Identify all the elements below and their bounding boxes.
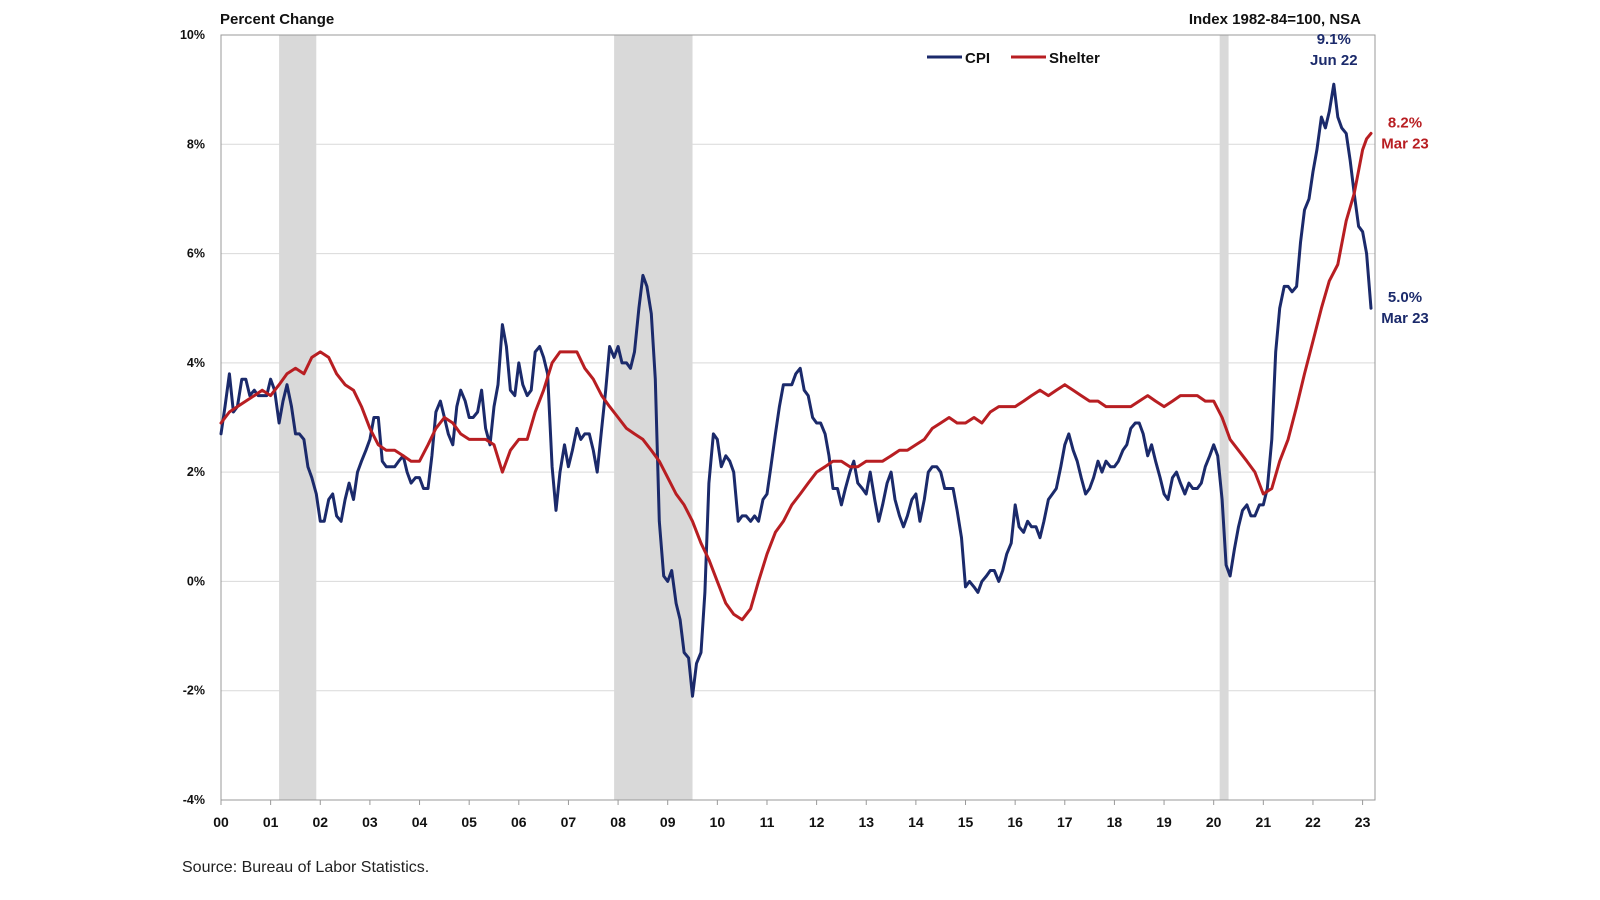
gridlines: [221, 34, 1375, 692]
series-line-shelter: [219, 131, 1373, 622]
x-tick-label: 03: [362, 814, 378, 830]
legend-label-shelter: Shelter: [1049, 50, 1100, 67]
y-axis-title: Percent Change: [220, 11, 334, 28]
annotation-label: Jun 22: [1310, 52, 1358, 69]
annotation-label: Mar 23: [1381, 310, 1429, 327]
series-lines: [219, 82, 1373, 698]
x-tick-label: 05: [461, 814, 477, 830]
x-tick-label: 01: [263, 814, 279, 830]
x-tick-label: 19: [1156, 814, 1172, 830]
x-tick-label: 12: [809, 814, 825, 830]
x-tick-label: 10: [710, 814, 726, 830]
x-tick-label: 17: [1057, 814, 1073, 830]
y-tick-label: 0%: [187, 574, 205, 588]
annotation-label: 5.0%: [1388, 289, 1422, 306]
y-tick-label: -2%: [183, 684, 205, 698]
x-tick-label: 21: [1256, 814, 1272, 830]
axes: [220, 34, 1376, 805]
recession-band: [279, 35, 317, 800]
recession-bands: [279, 35, 1229, 800]
x-tick-label: 14: [908, 814, 924, 830]
x-tick-label: 23: [1355, 814, 1371, 830]
source-note: Source: Bureau of Labor Statistics.: [182, 859, 429, 876]
annotation-label: Mar 23: [1381, 135, 1429, 152]
x-tick-label: 18: [1107, 814, 1123, 830]
y-tick-label: 6%: [187, 247, 205, 261]
x-tick-label: 15: [958, 814, 974, 830]
tick-labels: -4% -2% 0% 2% 4% 6% 8% 10% 00 01 02 03 04 05 06 07 08 09 1…: [180, 28, 1371, 830]
x-tick-label: 06: [511, 814, 527, 830]
index-note: Index 1982-84=100, NSA: [1189, 11, 1361, 28]
x-tick-label: 07: [561, 814, 577, 830]
y-tick-label: 4%: [187, 356, 205, 370]
annotation-label: 9.1%: [1317, 31, 1351, 48]
x-tick-label: 04: [412, 814, 428, 830]
y-tick-label: 8%: [187, 137, 205, 151]
x-tick-label: 16: [1007, 814, 1023, 830]
x-tick-label: 20: [1206, 814, 1222, 830]
x-tick-label: 09: [660, 814, 676, 830]
legend: CPI Shelter: [927, 50, 1100, 67]
annotation-label: 8.2%: [1388, 114, 1422, 131]
x-tick-label: 13: [858, 814, 874, 830]
y-tick-label: 10%: [180, 28, 205, 42]
x-tick-label: 02: [312, 814, 328, 830]
annotations: 9.1% Jun 22 8.2% Mar 23 5.0% Mar 23: [1310, 31, 1429, 327]
x-tick-label: 11: [760, 814, 775, 830]
x-tick-label: 22: [1305, 814, 1321, 830]
plot-frame: [220, 34, 1376, 801]
series-line-cpi: [219, 82, 1373, 698]
x-tick-label: 00: [213, 814, 229, 830]
x-tick-label: 08: [610, 814, 626, 830]
legend-label-cpi: CPI: [965, 50, 990, 67]
y-tick-label: -4%: [183, 793, 205, 807]
y-tick-label: 2%: [187, 465, 205, 479]
recession-band: [614, 35, 693, 800]
recession-band: [1219, 35, 1229, 800]
